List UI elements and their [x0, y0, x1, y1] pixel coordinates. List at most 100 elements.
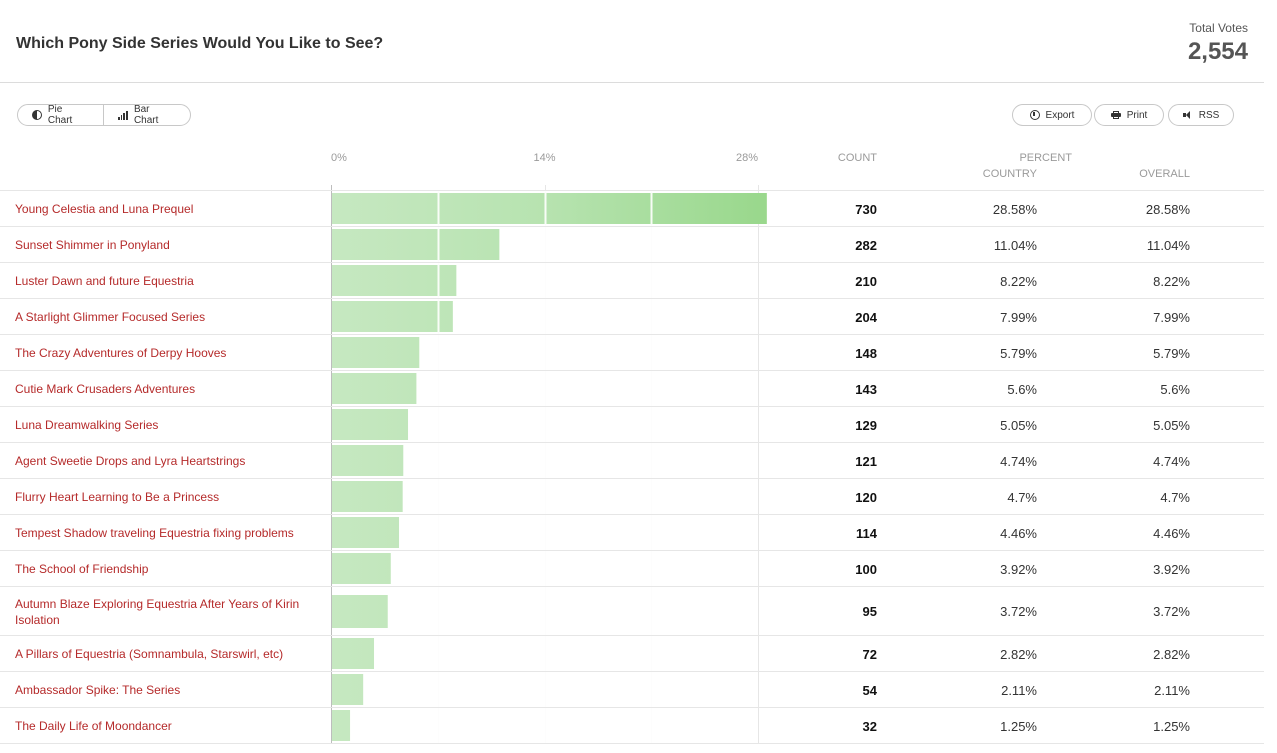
- bar: [332, 265, 457, 296]
- rss-label: RSS: [1198, 109, 1220, 121]
- pie-chart-button[interactable]: Pie Chart: [18, 104, 103, 126]
- option-label[interactable]: A Starlight Glimmer Focused Series: [15, 310, 206, 324]
- option-label[interactable]: Ambassador Spike: The Series: [15, 683, 181, 697]
- count-value: 143: [855, 381, 877, 397]
- poll-header: Which Pony Side Series Would You Like to…: [0, 0, 1264, 83]
- row-divider: [0, 635, 1264, 636]
- percent-overall-value: 5.79%: [1153, 345, 1190, 361]
- count-value: 730: [855, 201, 877, 217]
- poll-title: Which Pony Side Series Would You Like to…: [16, 35, 384, 52]
- bar: [332, 301, 453, 332]
- percent-country-value: 11.04%: [993, 237, 1037, 253]
- chart-type-toggle: Pie Chart Bar Chart: [17, 104, 191, 126]
- row-divider: [0, 550, 1264, 551]
- bar: [332, 337, 420, 368]
- percent-country-value: 2.82%: [1000, 646, 1037, 662]
- row-divider: [0, 478, 1264, 479]
- percent-country-value: 4.46%: [1000, 525, 1037, 541]
- count-value: 95: [862, 604, 877, 619]
- percent-country-value: 3.92%: [1000, 561, 1037, 577]
- pie-chart-icon: [32, 110, 42, 120]
- bar-chart-button[interactable]: Bar Chart: [102, 104, 190, 126]
- percent-overall-value: 5.6%: [1160, 381, 1190, 397]
- x-tick-label: 28%: [736, 152, 759, 164]
- row-divider: [0, 334, 1264, 335]
- export-label: Export: [1045, 109, 1075, 121]
- option-label[interactable]: Flurry Heart Learning to Be a Princess: [15, 490, 220, 504]
- percent-country-value: 3.72%: [1000, 604, 1037, 619]
- count-value: 204: [855, 309, 877, 325]
- row-divider: [0, 743, 1264, 744]
- bar: [332, 193, 767, 224]
- percent-country-value: 4.7%: [1007, 489, 1037, 505]
- row-divider: [0, 514, 1264, 515]
- count-value: 148: [855, 345, 877, 361]
- percent-country-value: 28.58%: [992, 201, 1037, 217]
- bar: [332, 517, 400, 548]
- row-divider: [0, 370, 1264, 371]
- row-divider: [0, 442, 1264, 443]
- bar-chart-icon: [117, 110, 128, 120]
- option-label[interactable]: A Pillars of Equestria (Somnambula, Star…: [15, 647, 284, 661]
- percent-country-value: 7.99%: [1000, 309, 1037, 325]
- percent-overall-value: 11.04%: [1146, 237, 1190, 253]
- percent-overall-value: 3.72%: [1153, 604, 1190, 619]
- bar-chart-label: Bar Chart: [133, 104, 159, 126]
- count-value: 129: [855, 417, 877, 433]
- count-value: 120: [855, 489, 877, 505]
- rss-button[interactable]: RSS: [1168, 104, 1234, 126]
- row-divider: [0, 406, 1264, 407]
- country-column-header: COUNTRY: [982, 168, 1037, 180]
- option-label[interactable]: Agent Sweetie Drops and Lyra Heartstring…: [15, 454, 246, 468]
- percent-country-value: 1.25%: [1000, 718, 1037, 734]
- bar: [332, 409, 409, 440]
- row-divider: [0, 190, 1264, 191]
- row-divider: [0, 671, 1264, 672]
- bar: [332, 674, 364, 705]
- option-label[interactable]: Autumn Blaze Exploring Equestria After Y…: [15, 596, 300, 627]
- option-label[interactable]: Cutie Mark Crusaders Adventures: [15, 382, 196, 396]
- percent-country-value: 8.22%: [1000, 273, 1037, 289]
- option-label[interactable]: The School of Friendship: [15, 562, 149, 576]
- count-value: 32: [862, 718, 877, 734]
- bar: [332, 445, 404, 476]
- option-label[interactable]: Luster Dawn and future Equestria: [15, 274, 194, 288]
- option-label[interactable]: The Crazy Adventures of Derpy Hooves: [15, 346, 227, 360]
- percent-overall-value: 4.74%: [1153, 453, 1190, 469]
- overall-column-header: OVERALL: [1139, 168, 1190, 180]
- bar: [332, 553, 391, 584]
- bar: [332, 481, 403, 512]
- option-label[interactable]: Tempest Shadow traveling Equestria fixin…: [15, 526, 294, 540]
- count-value: 100: [855, 561, 877, 577]
- percent-column-header: PERCENT: [1019, 152, 1072, 164]
- count-value: 121: [855, 453, 877, 469]
- percent-country-value: 2.11%: [1001, 682, 1037, 698]
- bar: [332, 710, 351, 741]
- row-divider: [0, 707, 1264, 708]
- percent-overall-value: 4.7%: [1160, 489, 1190, 505]
- percent-overall-value: 5.05%: [1153, 417, 1190, 433]
- percent-overall-value: 2.11%: [1154, 682, 1190, 698]
- pie-chart-label: Pie Chart: [47, 104, 73, 126]
- percent-overall-value: 3.92%: [1153, 561, 1190, 577]
- print-button[interactable]: Print: [1094, 104, 1164, 126]
- x-tick-label: 0%: [331, 152, 347, 164]
- option-label[interactable]: Sunset Shimmer in Ponyland: [15, 238, 170, 252]
- percent-country-value: 5.05%: [1000, 417, 1037, 433]
- percent-country-value: 5.79%: [1000, 345, 1037, 361]
- x-tick-label: 14%: [533, 152, 556, 164]
- percent-overall-value: 7.99%: [1153, 309, 1190, 325]
- count-value: 210: [855, 273, 877, 289]
- export-button[interactable]: Export: [1012, 104, 1092, 126]
- total-votes-value: 2,554: [1187, 38, 1248, 65]
- row-divider: [0, 262, 1264, 263]
- option-label[interactable]: The Daily Life of Moondancer: [15, 719, 172, 733]
- percent-overall-value: 1.25%: [1153, 718, 1190, 734]
- option-label[interactable]: Young Celestia and Luna Prequel: [15, 202, 194, 216]
- count-value: 282: [855, 237, 877, 253]
- row-divider: [0, 226, 1264, 227]
- row-divider: [0, 298, 1264, 299]
- bar: [332, 373, 417, 404]
- option-label[interactable]: Luna Dreamwalking Series: [15, 418, 159, 432]
